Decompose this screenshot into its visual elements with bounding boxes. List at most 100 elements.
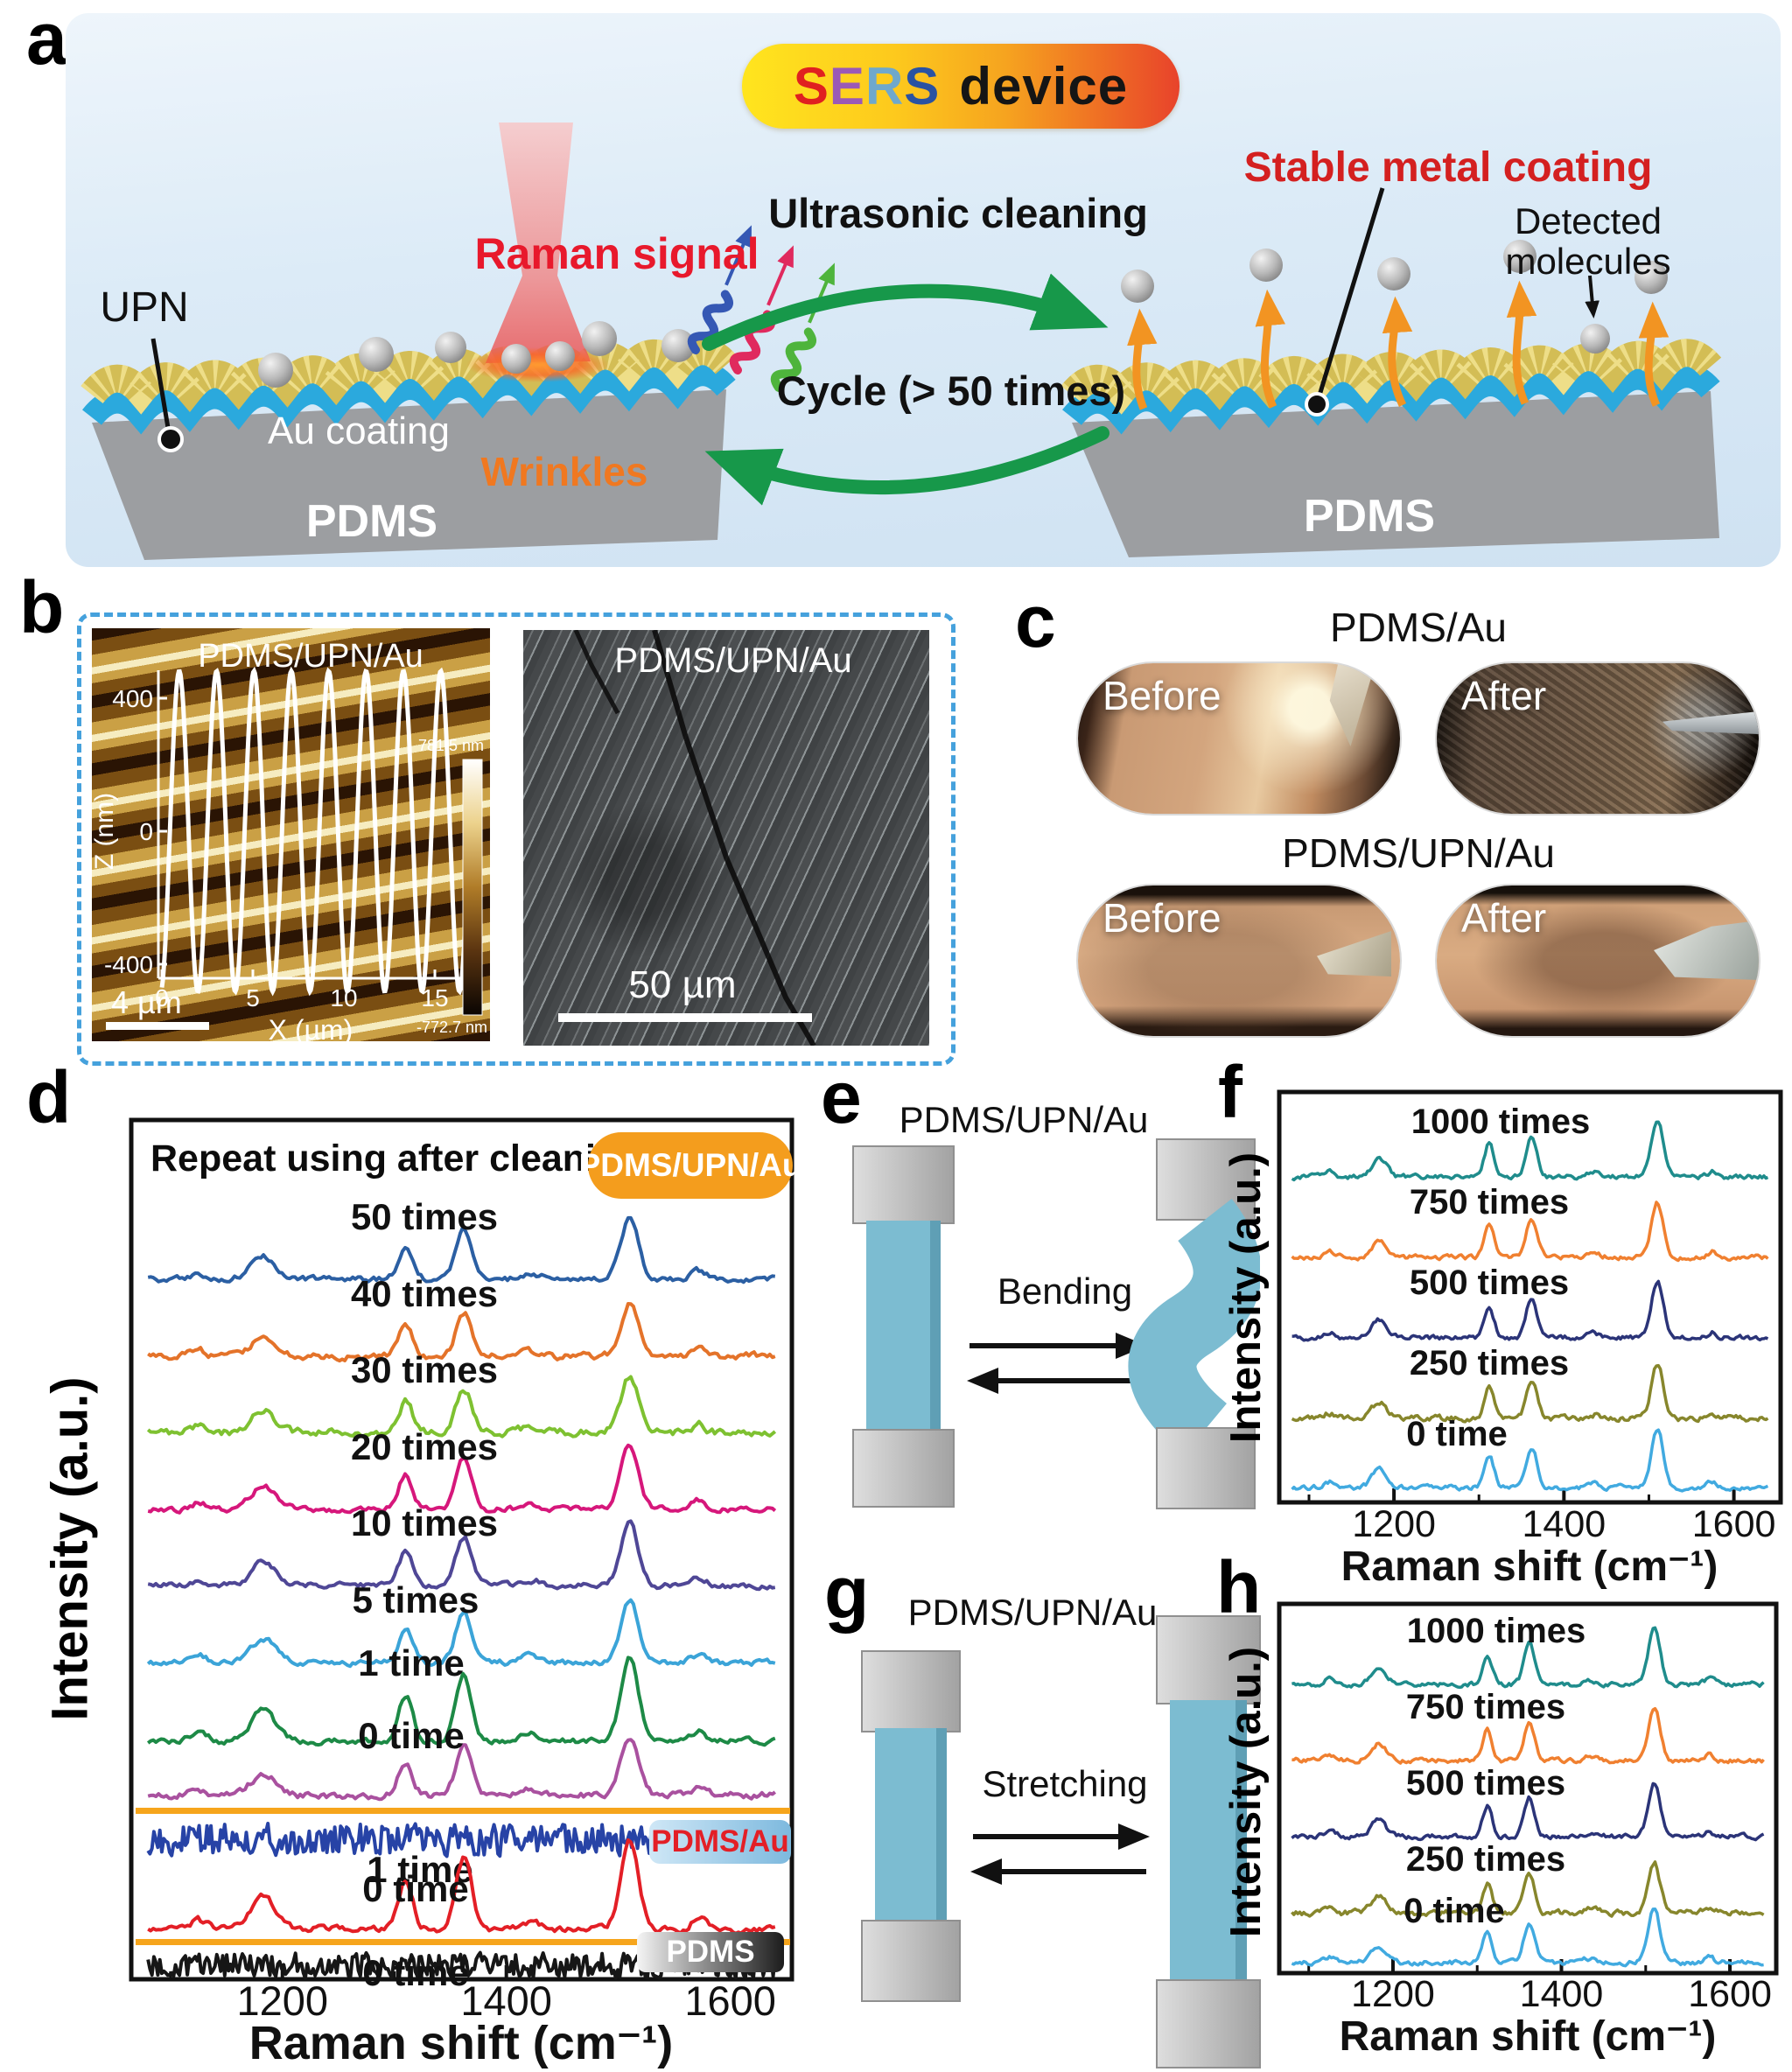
detected-label-line1: Detected	[1515, 200, 1662, 242]
sers-device-word: device	[959, 57, 1129, 116]
x-tick-label: 1600	[1692, 1503, 1776, 1545]
spectrum-trace	[147, 1519, 776, 1592]
photo-label: Before	[1102, 673, 1222, 718]
strip-shading	[936, 1728, 947, 1924]
photo-pdms-au-before: Before	[1078, 663, 1400, 814]
bending-schematic: PDMS/UPN/Au Bending	[852, 1099, 1260, 1509]
tweezers-icon	[1329, 663, 1376, 746]
flat-strip	[866, 1221, 941, 1432]
upn-pointer-line	[150, 338, 172, 434]
afm-colorbar	[462, 759, 483, 1016]
plot-border	[1277, 1089, 1783, 1505]
x-tick-label: 1200	[1352, 1503, 1436, 1545]
sem-scalebar-label: 50 µm	[628, 963, 736, 1006]
desorption-arrows	[1127, 280, 1670, 410]
spectrum-trace	[1292, 1626, 1765, 1690]
afm-z-axis-label: Z (nm)	[92, 793, 119, 870]
photo-label: After	[1461, 895, 1547, 941]
afm-x-axis-label: X (µm)	[269, 1014, 354, 1041]
trace-label: 1000 times	[1407, 1612, 1586, 1650]
x-tick-label: 1400	[1520, 1973, 1604, 2015]
afm-title: PDMS/UPN/Au	[198, 638, 424, 675]
stretching-label: Stretching	[982, 1763, 1147, 1804]
trace-label: 20 times	[351, 1426, 498, 1467]
strip-shading	[930, 1221, 941, 1432]
clamp	[852, 1145, 955, 1224]
laser-beam	[486, 122, 591, 363]
pdms-au-badge: PDMS/Au	[649, 1820, 791, 1864]
trace-label: 5 times	[353, 1579, 480, 1620]
plot-border	[129, 1117, 794, 1982]
cycle-arrow-top	[702, 273, 1109, 351]
pdms-block-left	[92, 389, 726, 560]
trace-label: 250 times	[1406, 1840, 1565, 1879]
sem-scalebar	[558, 1013, 812, 1022]
sers-letter-e: E	[829, 57, 865, 116]
laser-hotspot-glow	[466, 347, 610, 382]
chart-d-y-label: Intensity (a.u.)	[41, 1376, 99, 1721]
afm-z-tick: 0	[139, 818, 153, 845]
wrinkles-label: Wrinkles	[481, 449, 648, 494]
x-axis-label: Raman shift (cm⁻¹)	[249, 2017, 674, 2069]
photo-label: Before	[1102, 895, 1222, 941]
panel-label-b: b	[19, 566, 65, 648]
afm-x-tick: 10	[330, 984, 357, 1012]
panel-b-dashed-box	[77, 612, 956, 1066]
section-divider-2	[136, 1939, 790, 1945]
trace-label: 0 time	[1404, 1892, 1505, 1930]
sers-letter-s1: S	[793, 57, 830, 116]
afm-x-tick: 0	[155, 984, 169, 1012]
spectrum-trace	[1291, 1200, 1769, 1263]
stretched-strip	[1170, 1700, 1247, 1984]
trace-label: 1 time	[358, 1642, 464, 1684]
trace-label: 1000 times	[1411, 1102, 1591, 1141]
spectrum-trace	[147, 1838, 776, 1936]
spectrum-trace	[1291, 1860, 1765, 1918]
cycle-times-label: Cycle (> 50 times)	[777, 368, 1125, 414]
spectrum-trace	[147, 1302, 776, 1363]
afm-x-tick: 15	[421, 984, 448, 1012]
trace-label: 250 times	[1410, 1344, 1569, 1382]
short-strip	[875, 1728, 947, 1924]
panel-e-title: PDMS/UPN/Au	[900, 1099, 1149, 1140]
sem-overlay: PDMS/UPN/Au 50 µm	[558, 630, 852, 1046]
trace-label: 0 time	[358, 1715, 464, 1756]
clamp	[1156, 1427, 1256, 1509]
sers-letter-s2: S	[904, 57, 941, 116]
pdms-label-left: PDMS	[306, 496, 438, 547]
spectrum-trace	[1292, 1279, 1769, 1342]
spectrum-trace	[1291, 1782, 1765, 1842]
x-tick-label: 1600	[684, 1978, 776, 2024]
spectrum-trace	[146, 1375, 777, 1438]
photo-pdms-upn-au-after: After	[1437, 886, 1759, 1036]
pdms-block-right	[1072, 391, 1719, 557]
detected-molecules-arrow	[1585, 275, 1600, 318]
x-tick-label: 1200	[1351, 1973, 1435, 2015]
stable-coating-pointer-line	[1316, 187, 1385, 399]
sem-title: PDMS/UPN/Au	[614, 641, 851, 680]
afm-colorbar-min: -772.7 nm	[416, 1018, 487, 1036]
chart-h-y-label: Intensity (a.u.)	[1222, 1646, 1270, 1938]
stable-coating-pointer-dot	[1305, 392, 1329, 416]
spectrum-trace	[1291, 1120, 1769, 1182]
afm-scalebar-label: 4 µm	[111, 984, 182, 1020]
sem-crack-2	[573, 630, 620, 715]
stable-metal-coating-label: Stable metal coating	[1244, 144, 1653, 191]
afm-x-tick: 5	[246, 984, 260, 1012]
trace-label: 500 times	[1410, 1264, 1569, 1302]
trace-label: 50 times	[351, 1196, 498, 1237]
trace-label: 0 time	[362, 1868, 468, 1909]
bent-strip	[1128, 1198, 1260, 1456]
x-axis-label: Raman shift (cm⁻¹)	[1340, 2013, 1717, 2060]
spectrum-trace	[1291, 1363, 1769, 1424]
trace-label: 750 times	[1406, 1688, 1565, 1726]
tweezers-icon	[1654, 920, 1759, 980]
spectrum-trace	[1292, 1706, 1765, 1765]
spectrum-trace	[1291, 1428, 1769, 1493]
x-tick-label: 1400	[1522, 1503, 1606, 1545]
panel-label-f: f	[1218, 1051, 1242, 1133]
raman-signal-label: Raman signal	[474, 229, 759, 278]
